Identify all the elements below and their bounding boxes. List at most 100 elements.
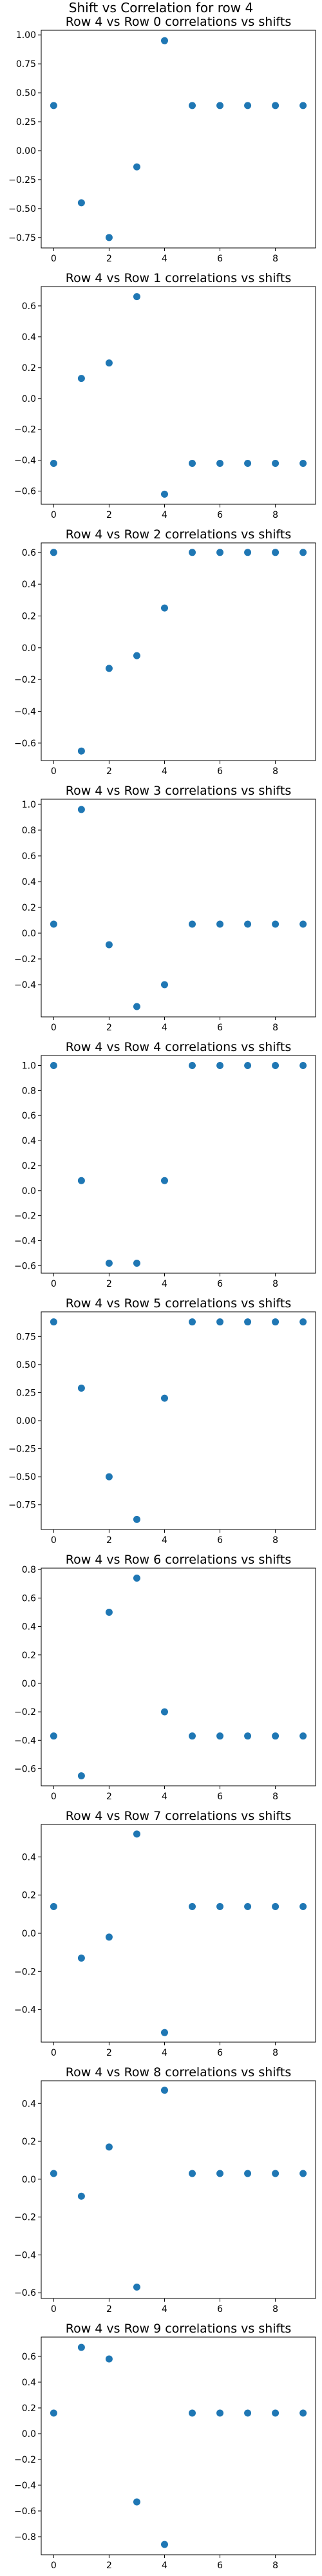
data-point — [272, 1062, 279, 1070]
subplot-title: Row 4 vs Row 2 correlations vs shifts — [66, 527, 292, 542]
data-point — [299, 1902, 307, 1910]
data-point — [216, 1732, 224, 1740]
data-point — [105, 665, 113, 672]
subplot-4: Row 4 vs Row 4 correlations vs shifts 0 2 4… — [14, 1040, 316, 1289]
y-tick-label: −0.4 — [14, 980, 36, 990]
data-point — [50, 2409, 57, 2417]
data-point — [272, 1732, 279, 1740]
y-tick-label: −0.6 — [14, 487, 36, 497]
y-tick-label: 0.6 — [22, 1593, 36, 1604]
subplot-1: Row 4 vs Row 1 correlations vs shifts 0 2 4… — [14, 271, 316, 520]
data-point — [105, 1473, 113, 1481]
data-point — [133, 1259, 140, 1267]
data-point — [160, 1708, 168, 1716]
y-tick-label: −0.75 — [8, 1501, 36, 1511]
data-point — [160, 2029, 168, 2036]
x-tick-label: 6 — [217, 254, 223, 264]
data-point — [133, 1003, 140, 1010]
y-tick-label: 0.6 — [22, 851, 36, 862]
y-tick-label: 1.0 — [22, 1061, 36, 1072]
x-tick-label: 0 — [51, 1023, 57, 1033]
subplot-title: Row 4 vs Row 7 correlations vs shifts — [66, 1809, 292, 1823]
data-point — [50, 1318, 57, 1326]
data-point — [160, 1394, 168, 1402]
data-point — [189, 102, 196, 109]
axes-frame — [41, 2080, 316, 2299]
y-tick-label: −0.4 — [14, 707, 36, 717]
y-tick-label: 0.0 — [22, 929, 36, 939]
data-point — [244, 2170, 252, 2177]
subplot-title: Row 4 vs Row 5 correlations vs shifts — [66, 1296, 292, 1311]
x-tick-label: 4 — [162, 510, 167, 520]
y-tick-label: −0.25 — [8, 1444, 36, 1455]
x-tick-label: 8 — [272, 2561, 278, 2571]
x-tick-label: 0 — [51, 2048, 57, 2058]
y-tick-label: 0.2 — [22, 1161, 36, 1171]
data-point — [216, 549, 224, 556]
y-tick-label: 0.75 — [16, 1332, 36, 1342]
data-point — [77, 2344, 85, 2351]
axes-frame — [41, 1311, 316, 1530]
x-tick-label: 2 — [106, 1279, 112, 1289]
data-point — [272, 1902, 279, 1910]
subplot-title: Row 4 vs Row 4 correlations vs shifts — [66, 1040, 292, 1054]
data-point — [133, 293, 140, 301]
y-tick-label: 0.2 — [22, 2137, 36, 2147]
x-tick-label: 2 — [106, 2561, 112, 2571]
y-tick-label: 1.00 — [16, 30, 36, 41]
x-tick-label: 2 — [106, 510, 112, 520]
y-tick-label: −0.25 — [8, 175, 36, 185]
axes-frame — [41, 1824, 316, 2043]
y-tick-label: −0.6 — [14, 2506, 36, 2517]
y-tick-label: 0.2 — [22, 363, 36, 374]
data-point — [77, 747, 85, 755]
x-tick-label: 4 — [162, 1535, 167, 1546]
axes-frame — [41, 2336, 316, 2555]
y-tick-label: 0.6 — [22, 2352, 36, 2362]
x-tick-label: 4 — [162, 1023, 167, 1033]
y-tick-label: 0.0 — [22, 2429, 36, 2439]
y-tick-label: 0.2 — [22, 611, 36, 621]
subplot-9: Row 4 vs Row 9 correlations vs shifts 0 2 4… — [14, 2322, 316, 2571]
data-point — [105, 1933, 113, 1941]
y-tick-label: −0.6 — [14, 739, 36, 749]
data-point — [299, 1062, 307, 1070]
x-tick-label: 8 — [272, 2304, 278, 2315]
x-tick-label: 4 — [162, 1792, 167, 1802]
x-tick-label: 8 — [272, 1023, 278, 1033]
data-point — [50, 1062, 57, 1070]
data-point — [244, 1062, 252, 1070]
y-tick-label: −0.2 — [14, 1211, 36, 1222]
y-tick-label: 0.25 — [16, 117, 36, 128]
y-tick-label: −0.6 — [14, 1764, 36, 1774]
y-tick-label: 0.4 — [22, 877, 36, 887]
y-tick-label: −0.75 — [8, 233, 36, 243]
subplot-8: Row 4 vs Row 8 correlations vs shifts 0 2 4… — [14, 2065, 316, 2315]
x-tick-label: 2 — [106, 254, 112, 264]
data-point — [133, 2498, 140, 2506]
y-tick-label: 0.2 — [22, 2403, 36, 2414]
data-point — [77, 199, 85, 207]
y-tick-label: 0.8 — [22, 826, 36, 836]
data-point — [160, 490, 168, 498]
data-point — [216, 102, 224, 109]
data-point — [272, 459, 279, 467]
y-tick-label: 0.6 — [22, 1111, 36, 1121]
data-point — [299, 2409, 307, 2417]
data-point — [216, 1318, 224, 1326]
data-point — [244, 102, 252, 109]
data-point — [299, 1318, 307, 1326]
subplot-title: Row 4 vs Row 3 correlations vs shifts — [66, 784, 292, 798]
x-tick-label: 0 — [51, 766, 57, 777]
data-point — [105, 234, 113, 242]
subplot-6: Row 4 vs Row 6 correlations vs shifts 0 2 4… — [14, 1553, 316, 1802]
x-tick-label: 2 — [106, 1792, 112, 1802]
data-point — [105, 359, 113, 367]
data-point — [272, 102, 279, 109]
data-point — [244, 459, 252, 467]
data-point — [160, 981, 168, 989]
data-point — [160, 1177, 168, 1184]
data-point — [105, 941, 113, 949]
y-tick-label: −0.6 — [14, 2288, 36, 2298]
